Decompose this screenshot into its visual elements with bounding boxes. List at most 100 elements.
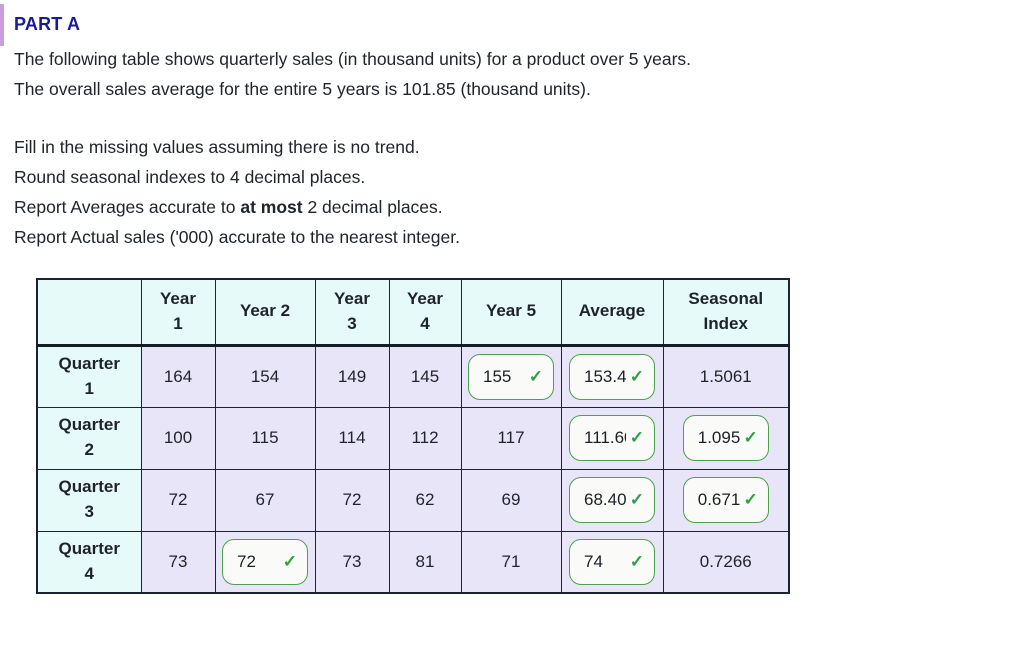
cell-q4-y4: 81 (388, 530, 462, 594)
table-row-quarter-4: Quarter 4 73 72 ✓ 73 81 71 74 ✓ 0.7266 (36, 530, 790, 594)
answer-input-q3-average[interactable]: 68.40 ✓ (569, 477, 655, 523)
row-label-text: Quarter 4 (58, 539, 120, 583)
answer-value: 72 (237, 551, 256, 571)
check-icon: ✓ (743, 428, 758, 447)
intro-paragraph: The following table shows quarterly sale… (14, 49, 692, 99)
cell-q1-average: 153.4 ✓ (560, 344, 664, 408)
sales-table: Year 1 Year 2 Year 3 Year 4 Year 5 Avera… (36, 278, 790, 594)
cell-value: 117 (497, 428, 525, 447)
answer-input-q2-seasonal-index[interactable]: 1.095 ✓ (682, 415, 769, 461)
cell-value: 73 (168, 551, 188, 571)
cell-q1-seasonal-index: 1.5061 (662, 344, 790, 408)
cell-q2-average: 111.60 ✓ (560, 406, 664, 470)
cell-q1-y5: 155 ✓ (460, 344, 562, 408)
answer-value: 0.671 (697, 490, 740, 509)
instruction-line-3-suffix: 2 decimal places. (302, 197, 443, 217)
cell-value: 164 (163, 366, 193, 386)
cell-value: 72 (168, 490, 188, 509)
cell-q2-y1: 100 (140, 406, 216, 470)
answer-value: 153.4 (584, 366, 626, 386)
answer-input-q3-seasonal-index[interactable]: 0.671 ✓ (682, 477, 769, 523)
row-label-quarter-4: Quarter 4 (36, 530, 142, 594)
col-header-year-2: Year 2 (214, 278, 316, 347)
row-label-quarter-1: Quarter 1 (36, 344, 142, 408)
answer-value: 111.60 (584, 428, 626, 447)
answer-input-q1-average[interactable]: 153.4 ✓ (569, 353, 655, 400)
instructions-block: Fill in the missing values assuming ther… (14, 132, 460, 252)
col-header-label: Year 5 (485, 301, 537, 321)
cell-q2-y3: 114 (314, 406, 390, 470)
instruction-line-3-bold: at most (240, 197, 303, 217)
cell-q1-y4: 145 (388, 344, 462, 408)
cell-q4-y2: 72 ✓ (214, 530, 316, 594)
row-label-text: Quarter 2 (58, 415, 120, 459)
cell-q3-y3: 72 (314, 468, 390, 532)
col-header-label: Average (578, 301, 646, 321)
col-header-year-3: Year 3 (314, 278, 390, 347)
cell-value: 115 (251, 428, 279, 447)
cell-value: 149 (337, 366, 367, 386)
cell-q4-y1: 73 (140, 530, 216, 594)
cell-q3-y1: 72 (140, 468, 216, 532)
cell-value: 1.5061 (699, 366, 752, 386)
col-header-average: Average (560, 278, 664, 347)
row-label-text: Quarter 3 (58, 477, 120, 521)
instruction-line-3-prefix: Report Averages accurate to (14, 197, 241, 217)
cell-q2-y2: 115 (214, 406, 316, 470)
check-icon: ✓ (629, 551, 644, 571)
check-icon: ✓ (629, 428, 644, 447)
cell-value: 72 (342, 490, 362, 509)
cell-value: 112 (411, 428, 439, 447)
table-row-quarter-2: Quarter 2 100 115 114 112 117 111.60 ✓ 1… (36, 406, 790, 470)
cell-q2-y5: 117 (460, 406, 562, 470)
col-header-year-5: Year 5 (460, 278, 562, 347)
cell-q1-y2: 154 (214, 344, 316, 408)
cell-value: 81 (415, 551, 435, 571)
instruction-line-3: Report Averages accurate to at most 2 de… (14, 192, 460, 222)
instruction-line-1: Fill in the missing values assuming ther… (14, 137, 420, 157)
col-header-seasonal-index: Seasonal Index (662, 278, 790, 347)
check-icon: ✓ (282, 551, 297, 571)
col-header-label: Year 1 (160, 289, 196, 333)
answer-input-q4-year2[interactable]: 72 ✓ (222, 538, 308, 585)
cell-value: 0.7266 (699, 551, 752, 571)
cell-q1-y3: 149 (314, 344, 390, 408)
cell-q4-average: 74 ✓ (560, 530, 664, 594)
col-header-label: Year 2 (239, 301, 291, 321)
cell-value: 69 (501, 490, 521, 509)
row-label-quarter-2: Quarter 2 (36, 406, 142, 470)
answer-value: 74 (584, 551, 603, 571)
cell-q3-y5: 69 (460, 468, 562, 532)
answer-input-q1-year5[interactable]: 155 ✓ (468, 353, 554, 400)
col-header-label: Year 3 (334, 289, 370, 333)
answer-value: 155 (483, 366, 512, 386)
instruction-line-2: Round seasonal indexes to 4 decimal plac… (14, 167, 366, 187)
answer-input-q2-average[interactable]: 111.60 ✓ (569, 415, 655, 461)
table-header-row: Year 1 Year 2 Year 3 Year 4 Year 5 Avera… (36, 278, 790, 347)
cell-q2-seasonal-index: 1.095 ✓ (662, 406, 790, 470)
row-label-text: Quarter 1 (58, 353, 120, 398)
answer-value: 1.095 (697, 428, 740, 447)
cell-value: 73 (342, 551, 362, 571)
check-icon: ✓ (629, 490, 644, 509)
cell-q3-y4: 62 (388, 468, 462, 532)
cell-q4-y5: 71 (460, 530, 562, 594)
cell-q4-y3: 73 (314, 530, 390, 594)
cell-q2-y4: 112 (388, 406, 462, 470)
check-icon: ✓ (743, 490, 758, 509)
answer-value: 68.40 (584, 490, 626, 509)
instruction-line-4: Report Actual sales ('000) accurate to t… (14, 227, 460, 247)
col-header-year-4: Year 4 (388, 278, 462, 347)
cell-value: 154 (250, 366, 280, 386)
col-header-year-1: Year 1 (140, 278, 216, 347)
answer-input-q4-average[interactable]: 74 ✓ (569, 538, 655, 585)
corner-cell (36, 278, 142, 347)
table-row-quarter-3: Quarter 3 72 67 72 62 69 68.40 ✓ 0.671 ✓ (36, 468, 790, 532)
cell-q3-seasonal-index: 0.671 ✓ (662, 468, 790, 532)
table-row-quarter-1: Quarter 1 164 154 149 145 155 ✓ 153.4 ✓ … (36, 344, 790, 408)
part-title: PART A (14, 14, 81, 34)
cell-value: 114 (338, 428, 366, 447)
cell-q3-average: 68.40 ✓ (560, 468, 664, 532)
cell-value: 67 (255, 490, 275, 509)
